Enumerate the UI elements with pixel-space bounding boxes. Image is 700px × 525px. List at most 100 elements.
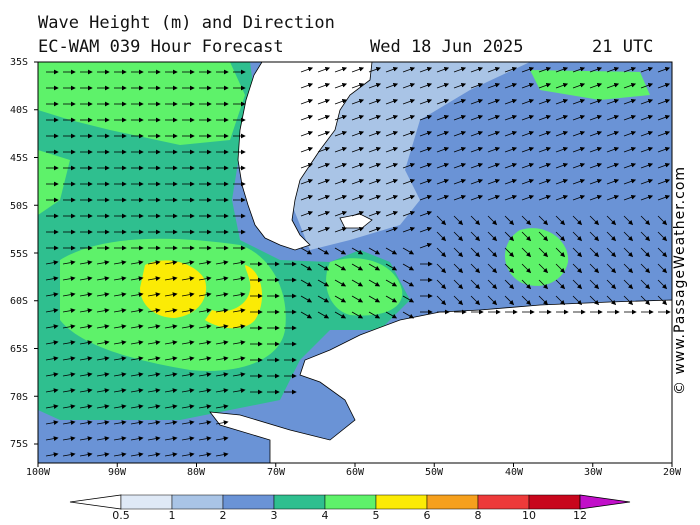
wave-direction-arrow	[589, 279, 600, 290]
watermark: © www.PassageWeather.com	[672, 165, 688, 395]
wave-direction-arrow	[419, 115, 433, 121]
lat-label: 35S	[10, 57, 29, 68]
wave-direction-arrow	[368, 279, 381, 287]
wave-direction-arrow	[45, 260, 59, 265]
wave-direction-arrow	[402, 83, 416, 89]
wave-direction-arrow	[538, 263, 549, 274]
wave-direction-arrow	[45, 308, 59, 313]
wave-direction-arrow	[606, 163, 620, 169]
wave-direction-arrow	[45, 452, 59, 457]
wave-direction-arrow	[317, 227, 331, 233]
wave-direction-arrow	[198, 308, 212, 313]
wave-direction-arrow	[521, 163, 535, 169]
wave-direction-arrow	[453, 131, 467, 137]
wave-direction-arrow	[572, 263, 583, 274]
wave-direction-arrow	[147, 452, 161, 457]
wave-direction-arrow	[538, 163, 552, 169]
wave-direction-arrow	[232, 276, 246, 281]
wave-direction-arrow	[130, 292, 144, 297]
wave-direction-arrow	[657, 279, 668, 290]
lat-label: 70S	[10, 392, 29, 403]
wave-direction-arrow	[368, 179, 382, 185]
wave-direction-arrow	[470, 295, 481, 306]
wave-direction-arrow	[657, 295, 668, 306]
wave-direction-arrow	[351, 195, 365, 201]
sea-1-2m-area	[290, 62, 530, 250]
wave-direction-arrow	[504, 115, 518, 121]
wave-direction-arrow	[572, 163, 586, 169]
wave-direction-arrow	[640, 279, 651, 290]
wave-direction-arrow	[181, 436, 195, 441]
wave-direction-arrow	[487, 279, 498, 290]
wave-direction-arrow	[487, 263, 498, 274]
wave-direction-arrow	[164, 276, 178, 281]
wave-direction-arrow	[368, 295, 381, 303]
wave-direction-arrow	[198, 292, 212, 297]
wave-direction-arrow	[606, 115, 620, 121]
wave-direction-arrow	[606, 147, 620, 153]
wave-direction-arrow	[147, 420, 161, 425]
wave-direction-arrow	[45, 276, 59, 281]
wave-direction-arrow	[62, 324, 76, 329]
wave-direction-arrow	[317, 147, 331, 153]
wave-direction-arrow	[385, 247, 398, 255]
colorbar-max-arrow	[579, 494, 631, 510]
wave-direction-arrow	[317, 263, 330, 271]
wave-direction-arrow	[521, 195, 535, 201]
wave-direction-arrow	[538, 247, 549, 258]
lon-label: 100W	[25, 467, 51, 478]
wave-direction-arrow	[181, 340, 195, 345]
wave-direction-arrow	[623, 215, 634, 226]
wave-direction-arrow	[419, 163, 433, 169]
wave-direction-arrow	[232, 340, 246, 345]
wave-direction-arrow	[436, 163, 450, 169]
wave-direction-arrow	[402, 67, 416, 73]
wave-direction-arrow	[79, 340, 93, 345]
wave-direction-arrow	[606, 99, 620, 105]
wave-direction-arrow	[96, 260, 110, 265]
wave-direction-arrow	[79, 356, 93, 361]
wave-direction-arrow	[334, 195, 348, 201]
lon-label: 60W	[345, 467, 365, 478]
wave-direction-arrow	[521, 179, 535, 185]
colorbar	[69, 494, 631, 510]
wave-direction-arrow	[640, 67, 654, 73]
wave-direction-arrow	[79, 388, 93, 393]
wave-direction-arrow	[62, 420, 76, 425]
wave-direction-arrow	[164, 356, 178, 361]
wave-direction-arrow	[198, 404, 212, 409]
wave-direction-arrow	[436, 83, 450, 89]
wave-direction-arrow	[487, 231, 498, 242]
wave-direction-arrow	[453, 231, 464, 242]
wave-direction-arrow	[164, 436, 178, 441]
wave-direction-arrow	[385, 179, 399, 185]
wave-direction-arrow	[79, 420, 93, 425]
wave-direction-arrow	[402, 147, 416, 153]
wave-direction-arrow	[470, 263, 481, 274]
wave-direction-arrow	[130, 388, 144, 393]
wave-direction-arrow	[589, 263, 600, 274]
wave-direction-arrow	[436, 279, 447, 290]
wave-direction-arrow	[368, 83, 382, 89]
wave-direction-arrow	[317, 279, 330, 287]
wave-direction-arrow	[181, 388, 195, 393]
wave-direction-arrow	[130, 452, 144, 457]
wave-direction-arrow	[487, 195, 501, 201]
wave-direction-arrow	[317, 99, 331, 105]
wave-direction-arrow	[334, 179, 348, 185]
wave-direction-arrow	[215, 356, 229, 361]
wave-direction-arrow	[589, 147, 603, 153]
wave-direction-arrow	[487, 67, 501, 73]
wave-direction-arrow	[62, 276, 76, 281]
wave-direction-arrow	[147, 356, 161, 361]
lon-label: 70W	[266, 467, 286, 478]
wave-direction-arrow	[572, 215, 583, 226]
wave-direction-arrow	[623, 279, 634, 290]
wave-direction-arrow	[45, 372, 59, 377]
wave-direction-arrow	[334, 295, 347, 303]
wave-direction-arrow	[453, 247, 464, 258]
wave-direction-arrow	[589, 131, 603, 137]
wave-direction-arrow	[606, 279, 617, 290]
wave-direction-arrow	[487, 83, 501, 89]
wave-direction-arrow	[351, 83, 365, 89]
